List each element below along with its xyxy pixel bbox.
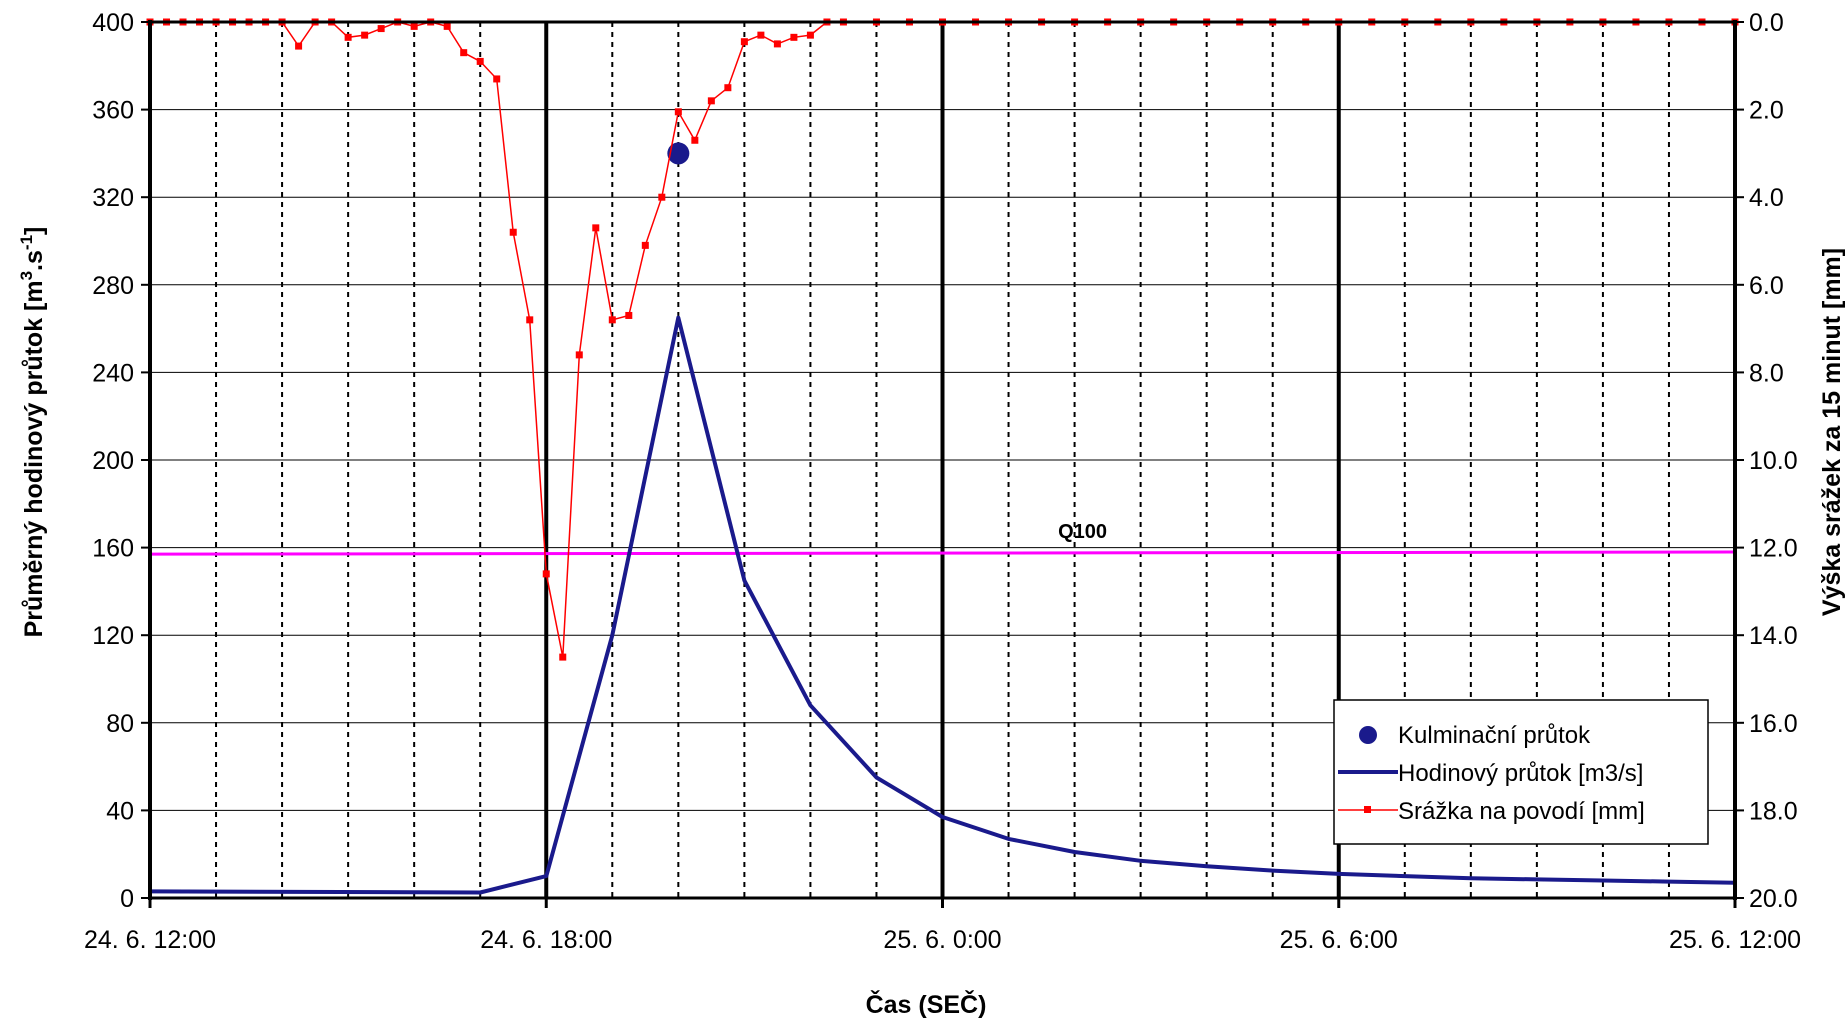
kulminacni-prutok-point	[667, 142, 690, 165]
legend-srazka-label: Srážka na povodí [mm]	[1398, 798, 1645, 825]
right-y-tick-label: 12.0	[1749, 535, 1798, 563]
right-y-axis-title: Výška srážek za 15 minut [mm]	[1818, 248, 1846, 616]
left-y-tick-label: 320	[92, 184, 134, 212]
srazka-na-povodi-marker	[526, 316, 534, 324]
srazka-na-povodi-marker	[443, 22, 451, 30]
right-y-tick-label: 14.0	[1749, 622, 1798, 650]
srazka-na-povodi-marker	[493, 75, 501, 83]
srazka-na-povodi-marker	[773, 40, 781, 48]
x-tick-label: 25. 6. 6:00	[1280, 926, 1398, 954]
right-y-tick-label: 20.0	[1749, 885, 1798, 913]
tick-labels: 0 40 80 120 160 200 240 280 320 360 400 0.0 2.0 4.0 6.…	[84, 9, 1801, 954]
srazka-na-povodi-marker	[559, 653, 567, 661]
legend-hodinovy-label: Hodinový průtok [m3/s]	[1398, 760, 1643, 787]
legend: Kulminační průtok Hodinový průtok [m3/s]…	[1333, 699, 1709, 845]
srazka-na-povodi-marker	[658, 193, 666, 201]
srazka-na-povodi-marker	[740, 38, 748, 46]
srazka-na-povodi-marker	[707, 97, 715, 105]
srazka-na-povodi-marker	[575, 351, 583, 359]
left-y-tick-label: 40	[106, 797, 134, 825]
left-y-tick-label: 200	[92, 447, 134, 475]
right-y-tick-label: 16.0	[1749, 710, 1798, 738]
srazka-na-povodi-marker	[724, 84, 732, 92]
right-y-tick-label: 10.0	[1749, 447, 1798, 475]
right-y-tick-label: 2.0	[1749, 97, 1784, 125]
srazka-na-povodi-marker	[460, 49, 468, 57]
srazka-na-povodi-marker	[361, 31, 369, 39]
x-tick-label: 25. 6. 0:00	[883, 926, 1001, 954]
right-y-tick-label: 0.0	[1749, 9, 1784, 37]
left-y-tick-label: 400	[92, 9, 134, 37]
right-y-tick-label: 8.0	[1749, 359, 1784, 387]
srazka-na-povodi-marker	[542, 570, 550, 578]
srazka-na-povodi-marker	[509, 228, 517, 236]
left-y-tick-label: 80	[106, 710, 134, 738]
axes	[141, 20, 1744, 908]
left-y-tick-label: 240	[92, 359, 134, 387]
q100-reference-line-group: Q100	[149, 521, 1736, 556]
left-y-tick-label: 120	[92, 622, 134, 650]
left-y-tick-label: 0	[120, 885, 134, 913]
srazka-na-povodi-marker	[691, 136, 699, 144]
srazka-na-povodi-marker	[806, 31, 814, 39]
left-y-tick-label: 160	[92, 535, 134, 563]
srazka-na-povodi-marker	[790, 33, 798, 41]
right-y-tick-label: 6.0	[1749, 272, 1784, 300]
left-y-tick-label: 360	[92, 97, 134, 125]
srazka-na-povodi-marker	[757, 31, 765, 39]
srazka-na-povodi-marker	[476, 57, 484, 65]
srazka-na-povodi-marker	[608, 316, 616, 324]
legend-kulminacni-marker	[1359, 726, 1377, 744]
legend-kulminacni-label: Kulminační průtok	[1398, 722, 1591, 749]
right-y-tick-label: 4.0	[1749, 184, 1784, 212]
srazka-na-povodi-marker	[592, 224, 600, 232]
hodinovy-prutok-line	[149, 315, 1736, 895]
srazka-na-povodi-marker	[377, 25, 385, 33]
right-y-tick-label: 18.0	[1749, 797, 1798, 825]
x-tick-label: 25. 6. 12:00	[1669, 926, 1801, 954]
x-axis-title: Čas (SEČ)	[866, 989, 987, 1019]
srazka-na-povodi-marker	[295, 42, 303, 50]
srazka-na-povodi-marker	[410, 22, 418, 30]
srazka-na-povodi-marker	[344, 33, 352, 41]
left-y-tick-label: 280	[92, 272, 134, 300]
x-tick-label: 24. 6. 12:00	[84, 926, 216, 954]
x-tick-label: 24. 6. 18:00	[480, 926, 612, 954]
srazka-na-povodi-marker	[674, 108, 682, 116]
srazka-na-povodi-marker	[625, 311, 633, 319]
q100-label: Q100	[1058, 521, 1107, 543]
q100-reference-line	[149, 550, 1736, 556]
legend-srazka-marker	[1364, 806, 1371, 813]
left-y-axis-title: Průměrný hodinový průtok [m3.s-1]	[17, 227, 48, 638]
srazka-na-povodi-marker	[641, 241, 649, 249]
